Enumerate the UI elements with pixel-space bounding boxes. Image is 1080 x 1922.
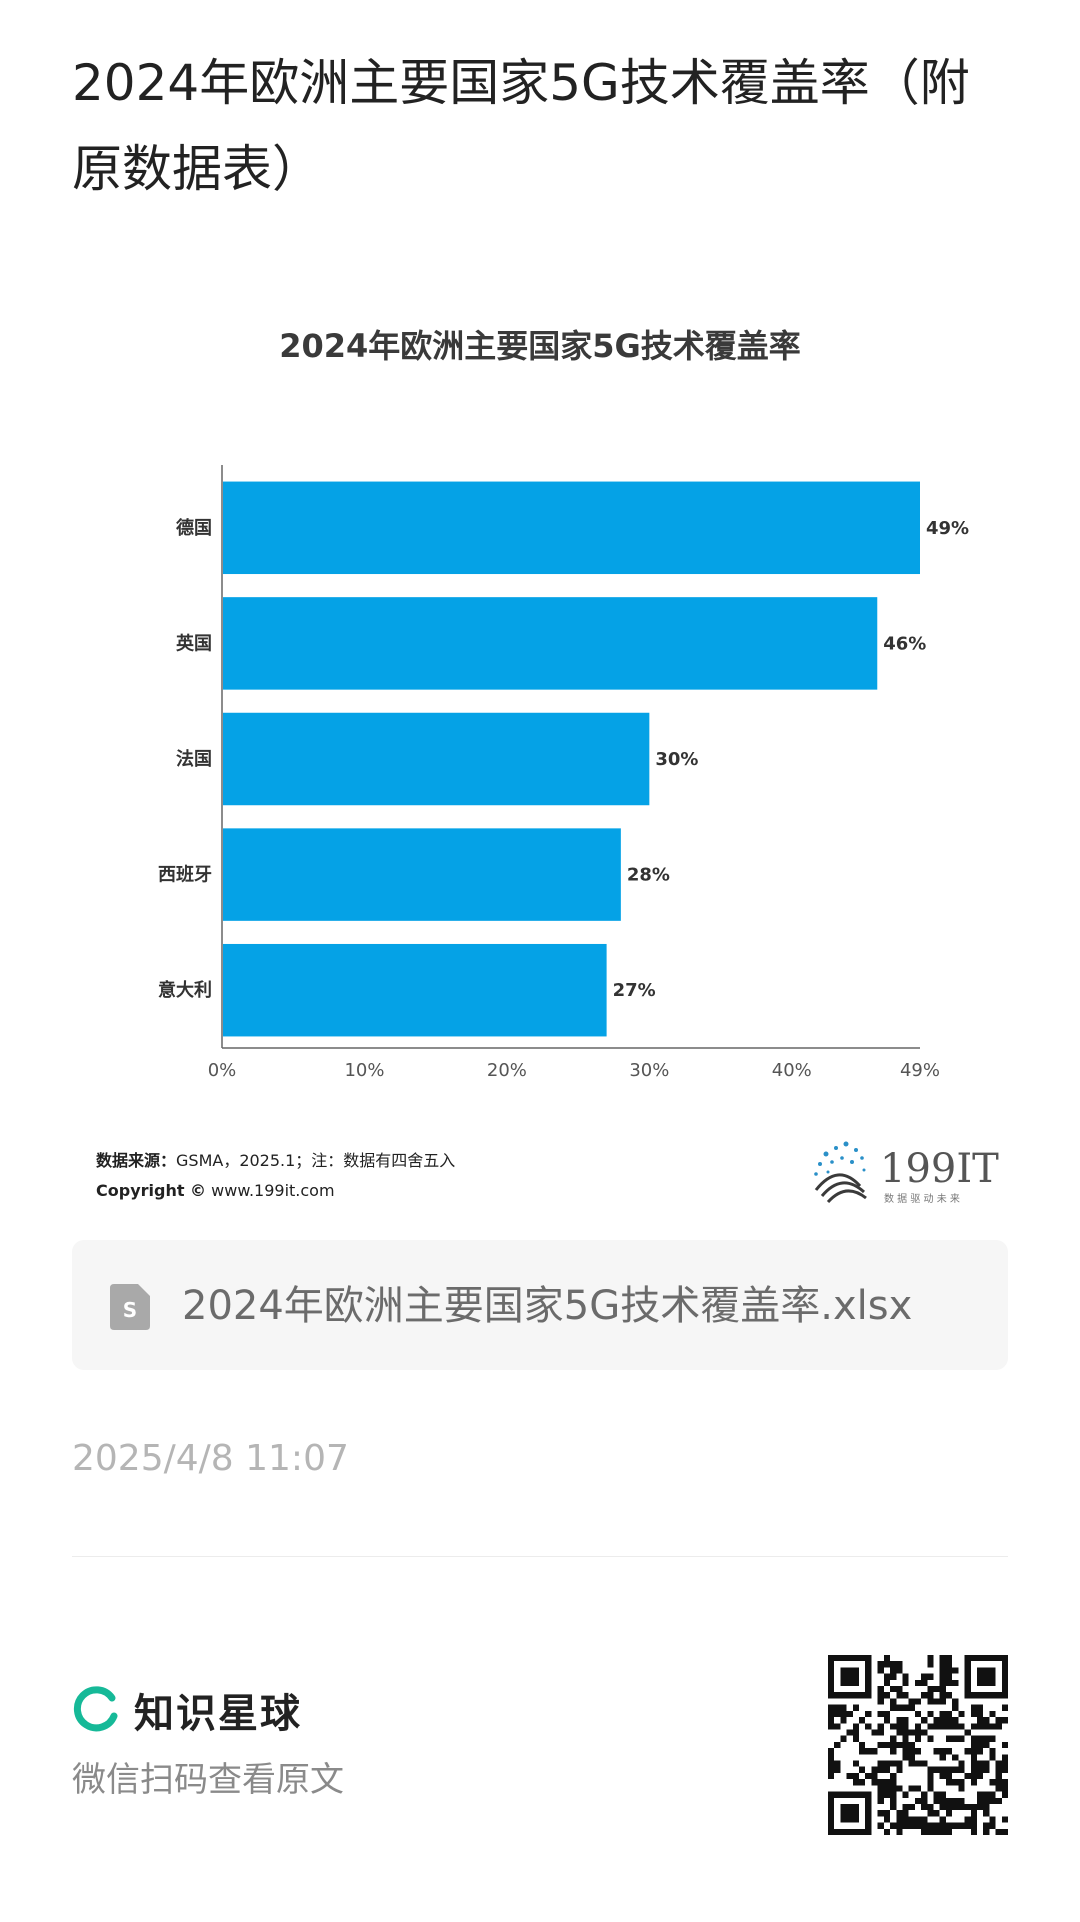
x-tick-label: 10% bbox=[344, 1060, 384, 1081]
x-tick-label: 30% bbox=[629, 1060, 669, 1081]
divider bbox=[72, 1556, 1008, 1557]
dandelion-icon bbox=[814, 1141, 867, 1204]
app-name: 知识星球 bbox=[134, 1691, 302, 1737]
x-tick-label: 20% bbox=[487, 1060, 527, 1081]
bar-0 bbox=[223, 481, 920, 575]
bars-layer: 德国 49% 英国 46% 法国 30% 西班牙 28% 意大利 27% bbox=[158, 481, 969, 1037]
source-note: 数据来源：GSMA，2025.1；注：数据有四舍五入 Copyright © w… bbox=[96, 1146, 455, 1206]
copyright-site: www.199it.com bbox=[211, 1181, 335, 1200]
bar-3 bbox=[223, 828, 621, 921]
value-label: 28% bbox=[627, 865, 670, 886]
attachment-card[interactable]: S 2024年欧洲主要国家5G技术覆盖率.xlsx bbox=[72, 1240, 1008, 1370]
bar-2 bbox=[223, 712, 650, 806]
value-label: 49% bbox=[926, 518, 969, 539]
bar-chart: 2024年欧洲主要国家5G技术覆盖率 德国 49% 英国 46% 法国 30% 西班牙 28%… bbox=[158, 327, 969, 1081]
category-label: 英国 bbox=[175, 632, 212, 654]
qr-code[interactable] bbox=[828, 1655, 1008, 1835]
scan-hint: 微信扫码查看原文 bbox=[72, 1760, 344, 1800]
brand-slogan: 数 据 驱 动 未 来 bbox=[884, 1192, 960, 1205]
x-tick-label: 0% bbox=[208, 1060, 237, 1081]
category-label: 西班牙 bbox=[158, 865, 212, 886]
bar-4 bbox=[223, 943, 607, 1037]
zsxq-ring-icon bbox=[73, 1686, 118, 1732]
brand-name: 199IT bbox=[880, 1146, 999, 1192]
post-timestamp: 2025/4/8 11:07 bbox=[72, 1438, 349, 1479]
attachment-filename[interactable]: 2024年欧洲主要国家5G技术覆盖率.xlsx bbox=[182, 1283, 913, 1329]
category-label: 意大利 bbox=[158, 979, 212, 1001]
category-label: 法国 bbox=[176, 748, 212, 770]
x-tick-label: 49% bbox=[900, 1060, 940, 1081]
page-title: 2024年欧洲主要国家5G技术覆盖率（附原数据表） bbox=[72, 54, 970, 198]
bar-1 bbox=[223, 597, 878, 690]
spreadsheet-file-icon: S bbox=[110, 1284, 150, 1330]
zsxq-logo: 知识星球 bbox=[72, 1680, 302, 1740]
x-tick-label: 40% bbox=[772, 1060, 812, 1081]
source-label: 数据来源： bbox=[96, 1151, 177, 1170]
chart-container: 2024年欧洲主要国家5G技术覆盖率 德国 49% 英国 46% 法国 30% 西班牙 28%… bbox=[0, 300, 1080, 1230]
source-text: GSMA，2025.1；注：数据有四舍五入 bbox=[176, 1151, 456, 1170]
brand-logo: 199IT 数 据 驱 动 未 来 bbox=[814, 1141, 999, 1205]
value-label: 27% bbox=[613, 980, 656, 1001]
value-label: 46% bbox=[883, 633, 926, 654]
ticks-layer: 0% 10% 20% 30% 40% 49% bbox=[208, 1060, 940, 1081]
category-label: 德国 bbox=[176, 517, 212, 539]
value-label: 30% bbox=[655, 749, 698, 770]
svg-text:S: S bbox=[123, 1298, 137, 1322]
copyright-label: Copyright © bbox=[96, 1181, 207, 1200]
chart-title: 2024年欧洲主要国家5G技术覆盖率 bbox=[279, 327, 801, 365]
